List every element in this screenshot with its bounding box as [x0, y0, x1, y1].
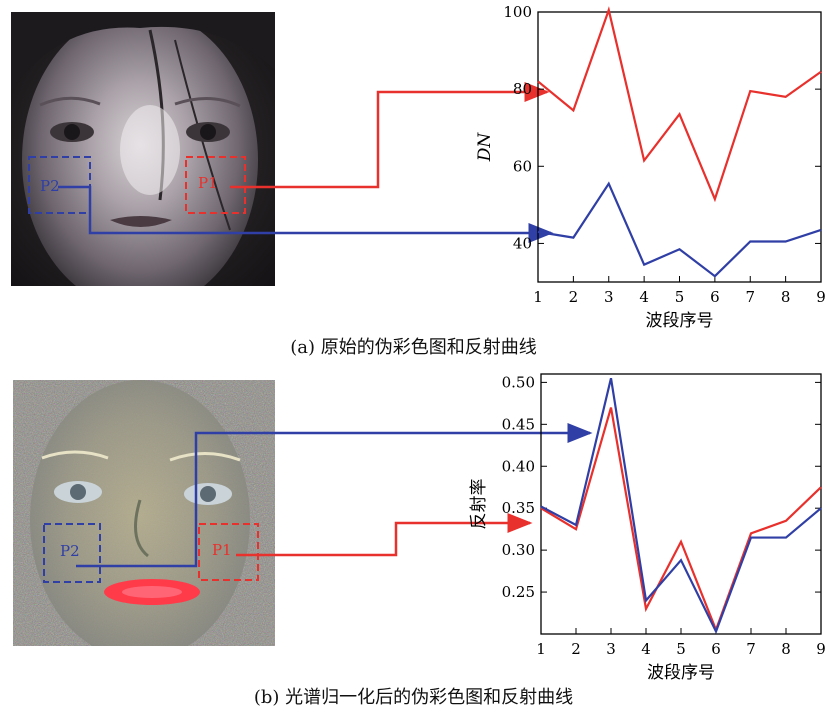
y-tick-label: 0.35: [502, 499, 535, 517]
face-image-a: [11, 12, 275, 286]
y-axis-label: DN: [475, 132, 495, 163]
y-axis-label: 反射率: [469, 479, 489, 530]
y-tick-label: 60: [513, 157, 532, 175]
arrow-a-p1: [230, 82, 550, 189]
y-tick-label: 0.50: [502, 373, 535, 391]
x-tick-label: 1: [536, 640, 546, 658]
x-tick-label: 8: [781, 640, 791, 658]
y-tick-label: 100: [503, 3, 532, 21]
x-tick-label: 9: [816, 288, 826, 306]
caption-b: (b) 光谱归一化后的伪彩色图和反射曲线: [253, 687, 574, 708]
x-tick-label: 3: [604, 288, 614, 306]
series-line-p2: [540, 377, 822, 635]
series-line-p1: [540, 407, 822, 633]
x-tick-label: 6: [710, 288, 720, 306]
roi-box-a-p2: [28, 156, 91, 214]
roi-label-a-p1: P1: [198, 174, 218, 192]
y-tick-label: 0.45: [502, 415, 535, 433]
y-tick-label: 0.40: [502, 457, 535, 475]
x-tick-label: 5: [676, 640, 686, 658]
arrow-a-p2: [58, 185, 554, 243]
x-tick-label: 2: [569, 288, 579, 306]
arrow-b-p2: [76, 423, 593, 568]
x-tick-label: 9: [816, 640, 826, 658]
y-tick-label: 0.30: [502, 541, 535, 559]
roi-box-b-p2: [43, 523, 101, 583]
x-axis-label: 波段序号: [647, 663, 715, 683]
caption-a: (a) 原始的伪彩色图和反射曲线: [290, 337, 537, 358]
series-line-p2: [537, 181, 822, 278]
arrow-b-p1: [236, 513, 533, 557]
x-tick-label: 6: [711, 640, 721, 658]
y-tick-label: 80: [513, 80, 532, 98]
face-image-b: [13, 380, 275, 646]
roi-box-b-p1: [198, 523, 259, 581]
x-tick-label: 7: [746, 640, 756, 658]
chart-reflectance: 1 2 3 4 5 6 7 8 9 0.25 0.30 0.35 0.40 0.45 0.50 波段序号 反射率: [469, 373, 826, 683]
x-tick-label: 5: [675, 288, 685, 306]
x-tick-label: 3: [606, 640, 616, 658]
x-tick-label: 8: [781, 288, 791, 306]
x-tick-label: 4: [641, 640, 651, 658]
series-line-p1: [537, 6, 822, 203]
roi-box-a-p1: [185, 156, 246, 214]
x-tick-label: 2: [571, 640, 581, 658]
x-axis-label: 波段序号: [646, 311, 714, 331]
chart-dn: 1 2 3 4 5 6 7 8 9 40 60 80 100 波段序号 DN: [475, 3, 826, 331]
roi-label-a-p2: P2: [40, 177, 60, 195]
y-tick-label: 0.25: [502, 583, 535, 601]
y-tick-label: 40: [513, 234, 532, 252]
x-tick-label: 7: [745, 288, 755, 306]
x-tick-label: 1: [533, 288, 543, 306]
roi-label-b-p2: P2: [60, 542, 80, 560]
x-tick-label: 4: [639, 288, 649, 306]
roi-label-b-p1: P1: [212, 541, 232, 559]
